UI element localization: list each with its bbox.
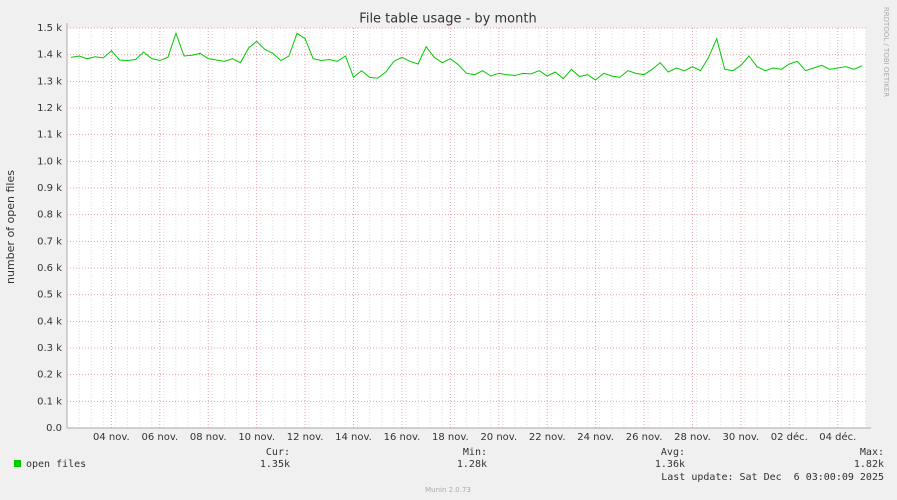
footer: Munin 2.0.73 bbox=[425, 486, 471, 494]
x-tick-label: 30 nov. bbox=[723, 432, 760, 443]
x-tick-label: 28 nov. bbox=[674, 432, 711, 443]
x-tick-label: 20 nov. bbox=[480, 432, 517, 443]
y-tick-label: 0.7 k bbox=[37, 236, 62, 247]
y-tick-label: 0.2 k bbox=[37, 370, 62, 381]
stat-value: 1.36k bbox=[655, 459, 685, 470]
x-tick-label: 04 déc. bbox=[819, 431, 856, 443]
stat-name: Cur: bbox=[266, 447, 290, 458]
y-tick-label: 0.3 k bbox=[37, 343, 62, 354]
last-update: Last update: Sat Dec 6 03:00:09 2025 bbox=[661, 472, 884, 483]
legend-swatch bbox=[14, 460, 21, 467]
stat-value: 1.28k bbox=[457, 459, 487, 470]
x-tick-label: 18 nov. bbox=[432, 432, 469, 443]
y-tick-label: 0.9 k bbox=[37, 183, 62, 194]
stat-name: Avg: bbox=[661, 447, 685, 458]
x-tick-label: 04 nov. bbox=[93, 432, 130, 443]
stat-value: 1.82k bbox=[854, 459, 884, 470]
stat-name: Max: bbox=[860, 447, 884, 458]
y-tick-label: 1.5 k bbox=[37, 23, 62, 34]
side-text: RRDTOOL / TOBI OETIKER bbox=[882, 7, 890, 97]
x-tick-label: 24 nov. bbox=[577, 432, 614, 443]
x-tick-label: 02 déc. bbox=[771, 431, 808, 443]
y-tick-label: 0.1 k bbox=[37, 396, 62, 407]
y-tick-label: 1.0 k bbox=[37, 156, 62, 167]
y-tick-label: 0.8 k bbox=[37, 210, 62, 221]
x-tick-label: 10 nov. bbox=[238, 432, 275, 443]
y-axis-label: number of open files bbox=[4, 170, 17, 284]
chart-title: File table usage - by month bbox=[359, 12, 536, 27]
data-line bbox=[70, 31, 863, 81]
stat-value: 1.35k bbox=[260, 459, 290, 470]
legend-label: open files bbox=[26, 459, 86, 470]
y-tick-label: 0.4 k bbox=[37, 316, 62, 327]
x-tick-label: 08 nov. bbox=[190, 432, 227, 443]
y-tick-label: 1.4 k bbox=[37, 50, 62, 61]
x-tick-label: 06 nov. bbox=[141, 432, 178, 443]
x-tick-label: 26 nov. bbox=[626, 432, 663, 443]
y-tick-label: 0.0 bbox=[46, 423, 62, 434]
x-tick-label: 16 nov. bbox=[384, 432, 421, 443]
y-tick-label: 1.3 k bbox=[37, 76, 62, 87]
x-tick-label: 12 nov. bbox=[287, 432, 324, 443]
stat-name: Min: bbox=[463, 447, 487, 458]
y-tick-label: 1.2 k bbox=[37, 103, 62, 114]
y-tick-label: 0.5 k bbox=[37, 290, 62, 301]
x-tick-label: 22 nov. bbox=[529, 432, 566, 443]
y-tick-label: 1.1 k bbox=[37, 130, 62, 141]
y-tick-label: 0.6 k bbox=[37, 263, 62, 274]
x-tick-label: 14 nov. bbox=[335, 432, 372, 443]
